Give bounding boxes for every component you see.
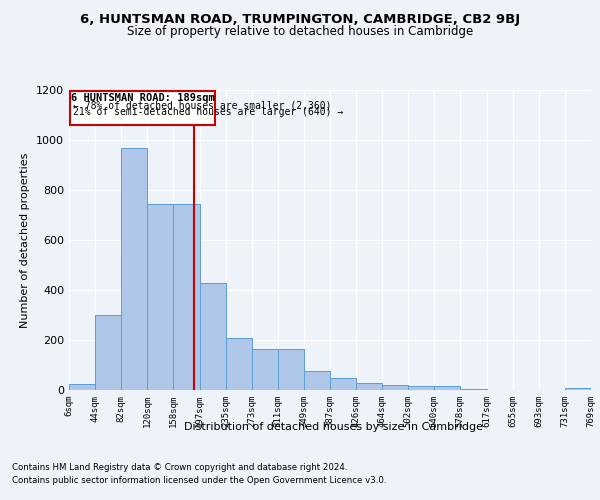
Bar (200, 282, 226, 390)
Bar (356, 382, 382, 390)
Bar (226, 338, 251, 390)
Text: Contains public sector information licensed under the Open Government Licence v3: Contains public sector information licen… (12, 476, 386, 485)
Text: Contains HM Land Registry data © Crown copyright and database right 2024.: Contains HM Land Registry data © Crown c… (12, 462, 347, 471)
Bar (278, 349, 304, 390)
Bar (121, 148, 147, 390)
Y-axis label: Number of detached properties: Number of detached properties (20, 152, 31, 328)
Bar (251, 349, 278, 390)
Text: 6 HUNTSMAN ROAD: 189sqm: 6 HUNTSMAN ROAD: 189sqm (71, 93, 215, 104)
Text: 21% of semi-detached houses are larger (640) →: 21% of semi-detached houses are larger (… (73, 107, 343, 117)
Bar (382, 385, 409, 390)
Text: Size of property relative to detached houses in Cambridge: Size of property relative to detached ho… (127, 25, 473, 38)
Bar (409, 386, 434, 390)
Bar (95, 315, 121, 390)
Bar (304, 371, 329, 390)
Bar (329, 378, 356, 390)
Bar (173, 204, 200, 390)
Bar (70, 91, 215, 125)
Bar (69, 384, 95, 390)
Bar (460, 389, 487, 390)
Text: Distribution of detached houses by size in Cambridge: Distribution of detached houses by size … (184, 422, 482, 432)
Bar (434, 386, 460, 390)
Bar (147, 204, 173, 390)
Text: ← 78% of detached houses are smaller (2,360): ← 78% of detached houses are smaller (2,… (73, 100, 332, 110)
Bar (565, 388, 591, 390)
Text: 6, HUNTSMAN ROAD, TRUMPINGTON, CAMBRIDGE, CB2 9BJ: 6, HUNTSMAN ROAD, TRUMPINGTON, CAMBRIDGE… (80, 12, 520, 26)
